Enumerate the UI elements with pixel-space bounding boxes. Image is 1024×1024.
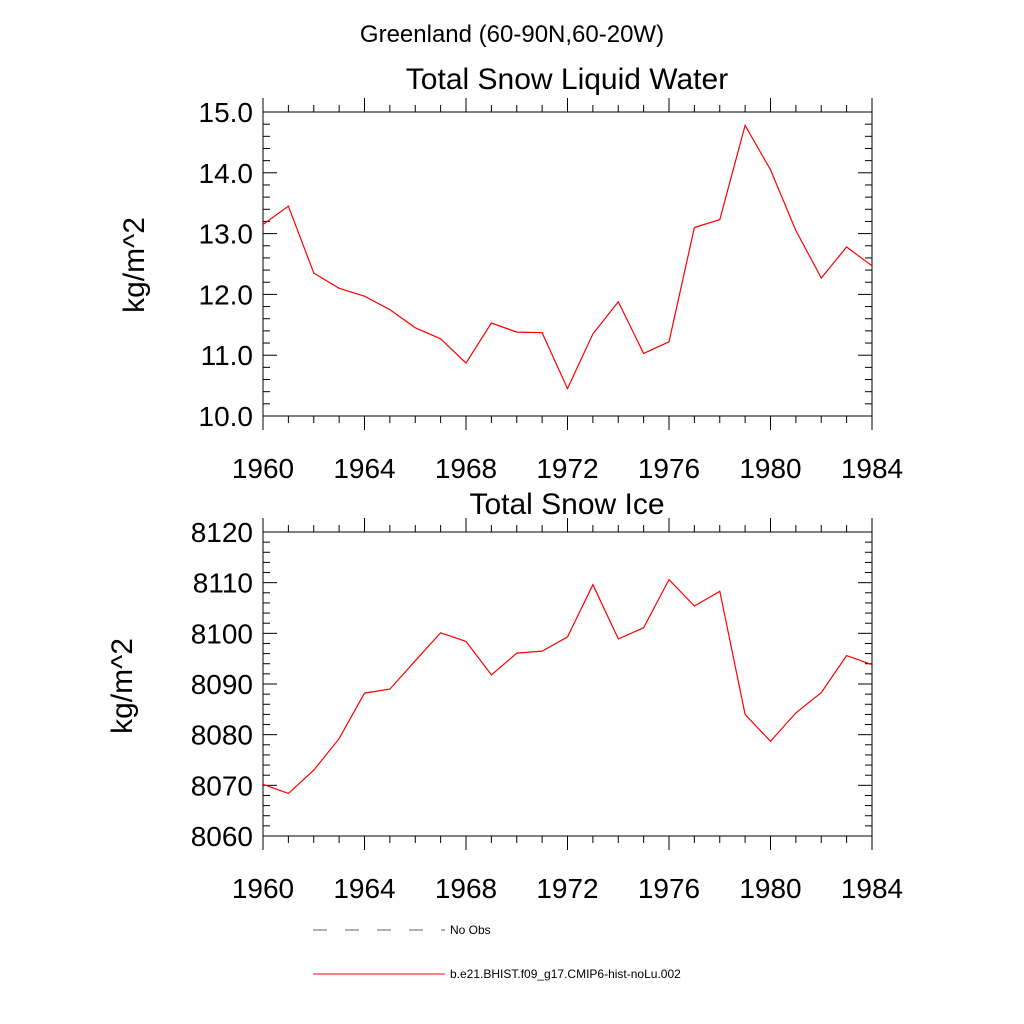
panel-1-y-tick-label: 10.0 xyxy=(199,401,254,432)
panel-snow-ice: Total Snow Ice kg/m^2 1960 1964 1968 1972 19… xyxy=(106,488,903,904)
panel-2-y-tick-label: 8090 xyxy=(191,669,253,700)
panel-1-x-tick-label: 1980 xyxy=(739,453,801,484)
panel-2-y-tick-label: 8110 xyxy=(193,568,253,599)
legend-model-label: b.e21.BHIST.f09_g17.CMIP6-hist-noLu.002 xyxy=(450,967,681,981)
panel-2-x-tick-label: 1964 xyxy=(333,873,395,904)
panel-2-title: Total Snow Ice xyxy=(469,488,664,521)
panel-2-x-tick-label: 1960 xyxy=(232,873,294,904)
panel-1-plot-area: 1960 1964 1968 1972 1976 1980 1984 10.0 11.0 12.0… xyxy=(199,97,904,484)
panel-2-x-tick-label: 1972 xyxy=(536,873,598,904)
panel-1-x-tick-label: 1960 xyxy=(232,453,294,484)
panel-1-y-tick-label: 13.0 xyxy=(199,219,254,250)
panel-1-x-tick-label: 1972 xyxy=(536,453,598,484)
panel-2-x-tick-label: 1968 xyxy=(435,873,497,904)
panel-1-series-line xyxy=(262,123,873,391)
panel-2-x-tick-label: 1984 xyxy=(841,873,903,904)
panel-2-x-tick-label: 1980 xyxy=(739,873,801,904)
panel-snow-liquid-water: Total Snow Liquid Water kg/m^2 1960 1964 1… xyxy=(118,63,903,484)
figure-title: Greenland (60-90N,60-20W) xyxy=(360,21,664,48)
panel-1-y-tick-label: 14.0 xyxy=(199,158,254,189)
panel-1-y-tick-label: 12.0 xyxy=(199,279,254,310)
panel-2-x-tick-label: 1976 xyxy=(638,873,700,904)
panel-2-y-tick-label: 8120 xyxy=(191,517,253,548)
panel-1-x-tick-label: 1984 xyxy=(841,453,903,484)
panel-2-series-line xyxy=(262,578,873,795)
panel-2-y-tick-label: 8100 xyxy=(191,618,253,649)
legend: No Obs b.e21.BHIST.f09_g17.CMIP6-hist-no… xyxy=(313,923,681,981)
panel-1-x-tick-label: 1964 xyxy=(333,453,395,484)
panel-1-y-tick-label: 15.0 xyxy=(199,97,254,128)
panel-2-y-tick-label: 8060 xyxy=(191,821,253,852)
panel-2-y-axis-label: kg/m^2 xyxy=(106,638,139,734)
panel-1-x-tick-label: 1968 xyxy=(435,453,497,484)
panel-2-y-tick-label: 8070 xyxy=(191,770,253,801)
panel-1-title: Total Snow Liquid Water xyxy=(406,63,728,96)
panel-1-x-tick-label: 1976 xyxy=(638,453,700,484)
panel-2-y-tick-label: 8080 xyxy=(191,720,253,751)
panel-1-y-axis-label: kg/m^2 xyxy=(118,217,151,313)
panel-1-frame xyxy=(262,111,873,417)
legend-no-obs-label: No Obs xyxy=(450,923,491,937)
panel-2-plot-area: 1960 1964 1968 1972 1976 1980 1984 8060 8070 8080… xyxy=(191,517,903,904)
panel-1-y-tick-label: 11.0 xyxy=(201,340,253,371)
panel-2-frame xyxy=(262,531,873,837)
